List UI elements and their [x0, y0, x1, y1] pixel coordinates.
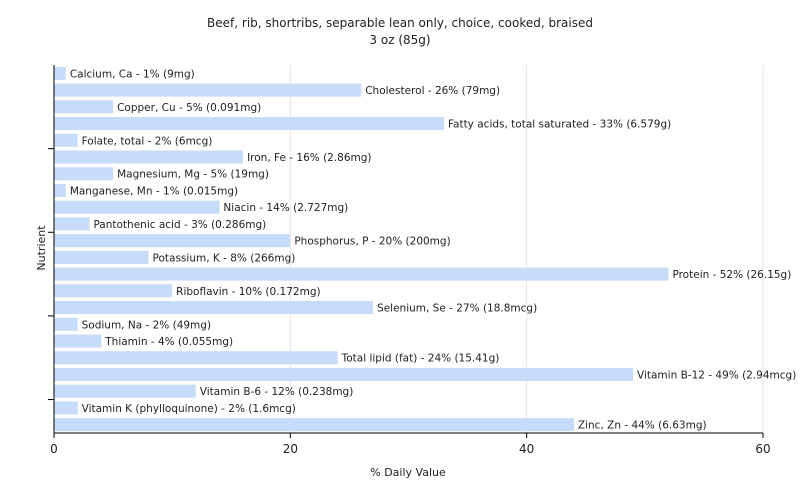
bar-9	[54, 217, 90, 231]
x-tick-labels-group: 0 20 40 60	[50, 442, 770, 456]
bar-17	[54, 351, 338, 365]
bar-label-13: Riboflavin - 10% (0.172mg)	[176, 286, 320, 298]
x-axis-label: % Daily Value	[370, 466, 446, 479]
bar-label-20: Vitamin K (phylloquinone) - 2% (1.6mcg)	[82, 403, 296, 415]
chart-subtitle: 3 oz (85g)	[369, 33, 430, 47]
bar-label-9: Pantothenic acid - 3% (0.286mg)	[93, 219, 266, 231]
bar-13	[54, 284, 173, 298]
bar-label-2: Copper, Cu - 5% (0.091mg)	[117, 102, 261, 114]
bar-10	[54, 234, 291, 248]
bar-21	[54, 418, 574, 432]
x-tick-label-2: 40	[519, 442, 534, 456]
bar-6	[54, 167, 114, 181]
bar-labels-group: Calcium, Ca - 1% (9mg) Cholesterol - 26% …	[70, 68, 796, 431]
bar-label-10: Phosphorus, P - 20% (200mg)	[294, 236, 450, 248]
bar-label-6: Magnesium, Mg - 5% (19mg)	[117, 169, 269, 181]
x-tick-label-3: 60	[755, 442, 770, 456]
bar-label-7: Manganese, Mn - 1% (0.015mg)	[70, 185, 238, 197]
bar-label-0: Calcium, Ca - 1% (9mg)	[70, 68, 195, 80]
bar-5	[54, 150, 244, 164]
bar-4	[54, 133, 78, 147]
bar-12	[54, 267, 669, 281]
bar-1	[54, 83, 362, 97]
bar-8	[54, 200, 220, 214]
y-axis-label: Nutrient	[35, 225, 48, 271]
bars-group	[54, 66, 669, 432]
x-tick-label-0: 0	[50, 442, 58, 456]
bar-label-12: Protein - 52% (26.15g)	[672, 269, 791, 281]
bar-label-21: Zinc, Zn - 44% (6.63mg)	[578, 420, 707, 432]
bar-16	[54, 334, 102, 348]
bar-label-3: Fatty acids, total saturated - 33% (6.57…	[448, 119, 671, 131]
chart-title: Beef, rib, shortribs, separable lean onl…	[207, 16, 593, 30]
bar-18	[54, 367, 634, 381]
bar-11	[54, 250, 149, 264]
bar-19	[54, 384, 196, 398]
bar-3	[54, 117, 444, 131]
bar-20	[54, 401, 78, 415]
axes-group	[48, 65, 764, 438]
bar-15	[54, 317, 78, 331]
bar-2	[54, 100, 114, 114]
bar-label-19: Vitamin B-6 - 12% (0.238mg)	[200, 386, 354, 398]
bar-label-16: Thiamin - 4% (0.055mg)	[104, 336, 233, 348]
bar-label-5: Iron, Fe - 16% (2.86mg)	[247, 152, 371, 164]
bar-label-4: Folate, total - 2% (6mcg)	[82, 135, 213, 147]
bar-label-15: Sodium, Na - 2% (49mg)	[82, 319, 211, 331]
bar-label-1: Cholesterol - 26% (79mg)	[365, 85, 500, 97]
bar-0	[54, 66, 66, 80]
bar-label-11: Potassium, K - 8% (266mg)	[153, 252, 296, 264]
bar-label-8: Niacin - 14% (2.727mg)	[223, 202, 348, 214]
bar-label-17: Total lipid (fat) - 24% (15.41g)	[341, 353, 500, 365]
bar-7	[54, 183, 66, 197]
bar-14	[54, 301, 374, 315]
x-tick-label-1: 20	[283, 442, 298, 456]
bar-label-14: Selenium, Se - 27% (18.8mcg)	[377, 303, 537, 315]
bar-label-18: Vitamin B-12 - 49% (2.94mcg)	[637, 369, 796, 381]
